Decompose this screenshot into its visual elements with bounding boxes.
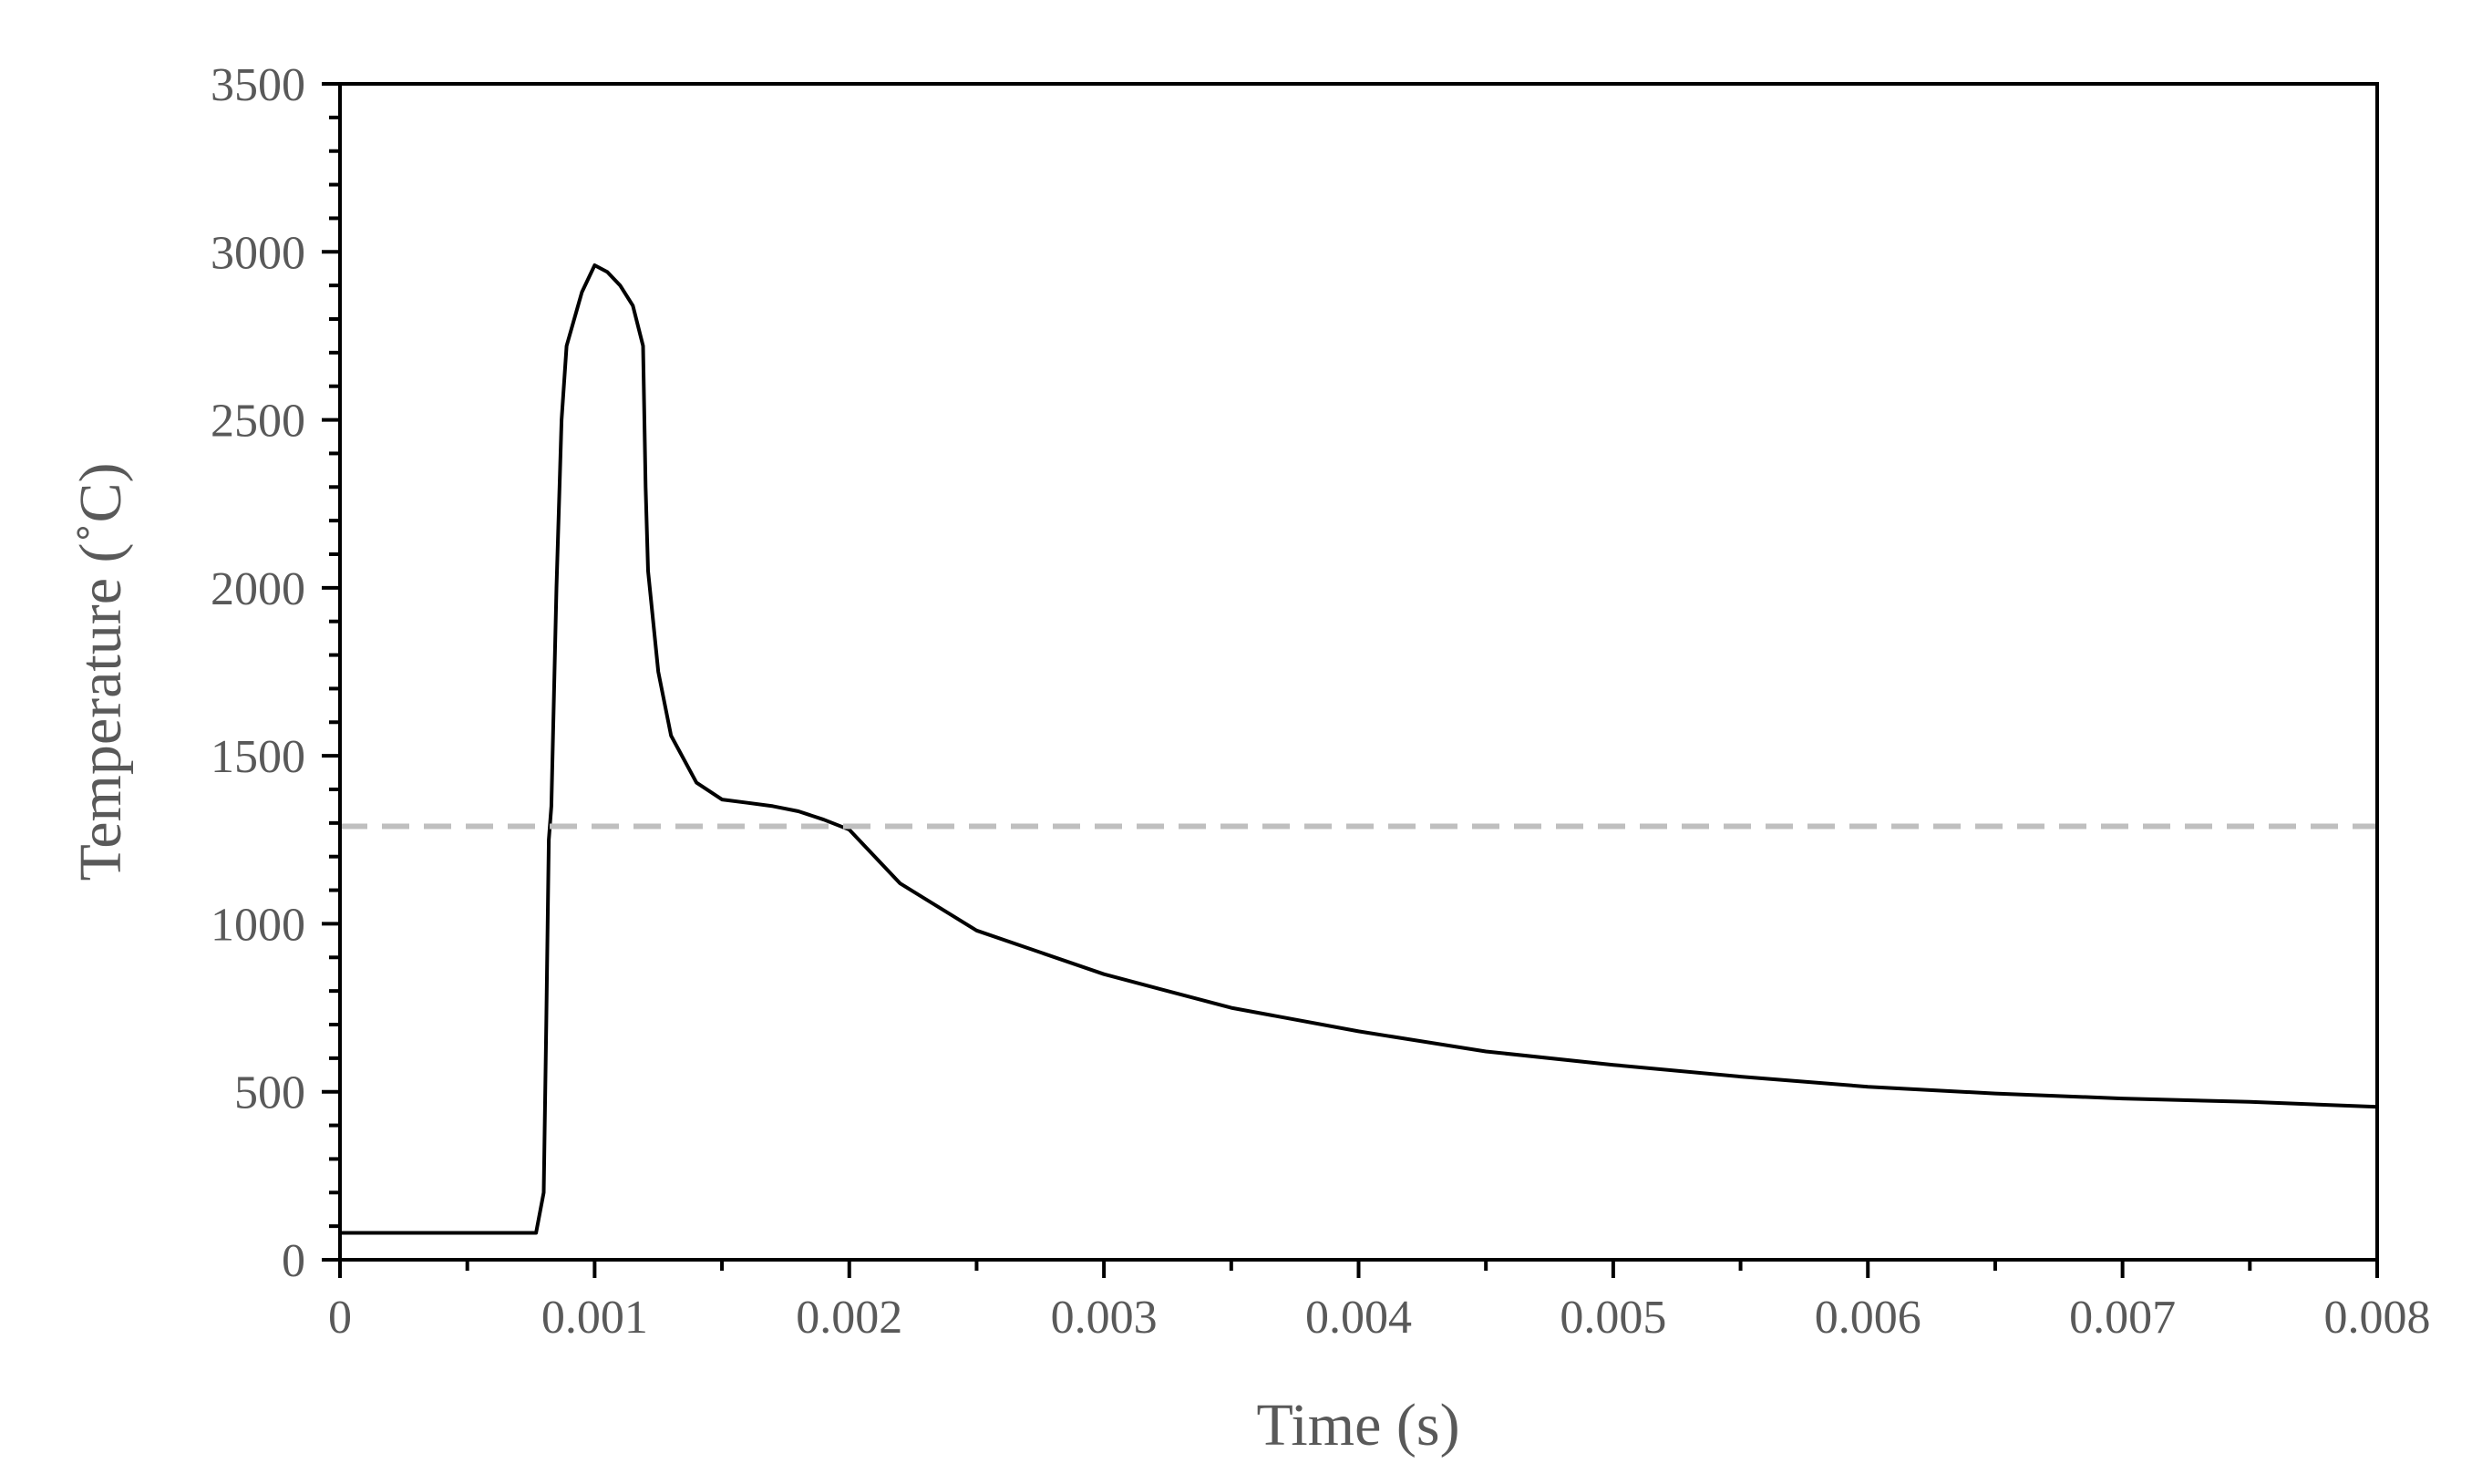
y-tick-label: 2500: [211, 396, 305, 448]
y-axis-ticks: [322, 82, 340, 1262]
y-tick-label: 3000: [211, 227, 305, 279]
plot-frame: [338, 82, 2379, 1262]
x-axis-title: Time (s): [1256, 1392, 1459, 1458]
x-tick-label: 0.003: [1051, 1292, 1158, 1344]
x-tick-label: 0.002: [796, 1292, 902, 1344]
y-tick-label: 0: [282, 1235, 305, 1287]
x-tick-label: 0.001: [541, 1292, 648, 1344]
x-tick-label: 0.006: [1815, 1292, 1921, 1344]
y-tick-labels: 0 500 1000 1500 2000 2500 3000 3500: [211, 59, 305, 1287]
x-tick-label: 0.004: [1305, 1292, 1412, 1344]
y-tick-label: 2000: [211, 563, 305, 615]
x-tick-label: 0.005: [1560, 1292, 1666, 1344]
y-axis-title: Temperature (˚C): [67, 463, 134, 881]
temperature-series-line: [340, 263, 2378, 1235]
x-tick-label: 0: [328, 1292, 352, 1344]
series-layer: [340, 263, 2378, 1235]
y-tick-label: 3500: [211, 59, 305, 111]
x-axis-ticks: [338, 1260, 2379, 1278]
y-tick-label: 500: [234, 1067, 305, 1119]
x-tick-label: 0.007: [2069, 1292, 2176, 1344]
y-tick-label: 1500: [211, 731, 305, 783]
x-tick-label: 0.008: [2324, 1292, 2431, 1344]
y-tick-label: 1000: [211, 899, 305, 951]
x-tick-labels: 0 0.001 0.002 0.003 0.004 0.005 0.006 0.007 0.00…: [328, 1292, 2431, 1344]
